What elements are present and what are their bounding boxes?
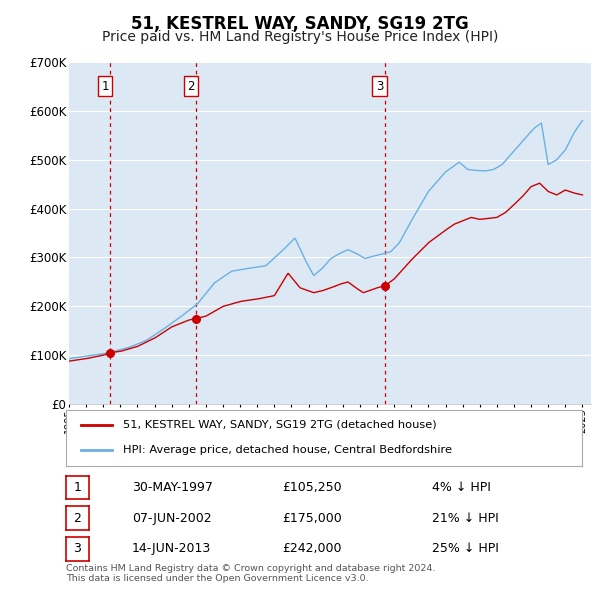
Text: 1: 1: [101, 80, 109, 93]
Text: 2: 2: [73, 512, 82, 525]
Text: £175,000: £175,000: [282, 512, 342, 525]
Text: Contains HM Land Registry data © Crown copyright and database right 2024.
This d: Contains HM Land Registry data © Crown c…: [66, 563, 436, 583]
Text: 2: 2: [187, 80, 195, 93]
Text: 51, KESTREL WAY, SANDY, SG19 2TG: 51, KESTREL WAY, SANDY, SG19 2TG: [131, 15, 469, 34]
Text: 1: 1: [73, 481, 82, 494]
Text: £242,000: £242,000: [282, 542, 342, 555]
Text: £105,250: £105,250: [282, 481, 342, 494]
Text: 30-MAY-1997: 30-MAY-1997: [132, 481, 213, 494]
Text: 21% ↓ HPI: 21% ↓ HPI: [432, 512, 499, 525]
Text: 25% ↓ HPI: 25% ↓ HPI: [432, 542, 499, 555]
Text: 3: 3: [376, 80, 383, 93]
Text: Price paid vs. HM Land Registry's House Price Index (HPI): Price paid vs. HM Land Registry's House …: [102, 30, 498, 44]
Text: 51, KESTREL WAY, SANDY, SG19 2TG (detached house): 51, KESTREL WAY, SANDY, SG19 2TG (detach…: [123, 419, 436, 430]
Text: 4% ↓ HPI: 4% ↓ HPI: [432, 481, 491, 494]
Text: 3: 3: [73, 542, 82, 555]
Text: 07-JUN-2002: 07-JUN-2002: [132, 512, 212, 525]
Text: 14-JUN-2013: 14-JUN-2013: [132, 542, 211, 555]
Text: HPI: Average price, detached house, Central Bedfordshire: HPI: Average price, detached house, Cent…: [123, 445, 452, 455]
